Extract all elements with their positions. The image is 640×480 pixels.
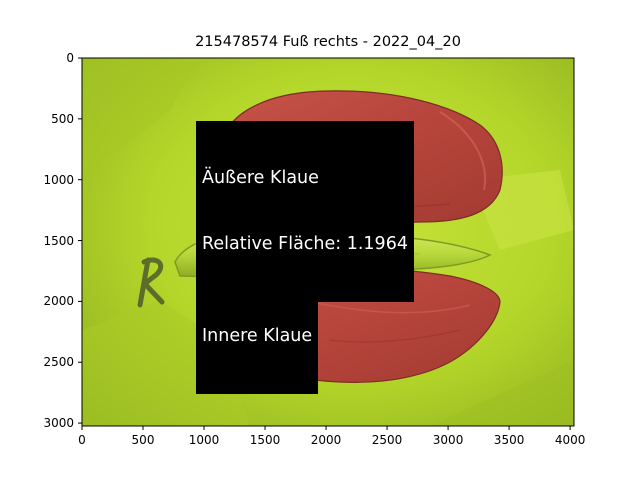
y-tick-label: 1000 bbox=[43, 172, 74, 187]
outer-claw-annotation: Äußere Klaue Relative Fläche: 1.1964 bbox=[196, 121, 414, 302]
inner-claw-annotation: Innere Klaue bbox=[196, 279, 319, 394]
x-tick-label: 3000 bbox=[432, 433, 464, 447]
x-tick-label: 0 bbox=[78, 433, 86, 447]
outer-claw-label: Äußere Klaue bbox=[202, 168, 319, 188]
y-tick-label: 500 bbox=[51, 111, 74, 126]
y-tick-label: 2500 bbox=[43, 355, 74, 370]
axis-ticks bbox=[78, 57, 571, 430]
figure-title: 215478574 Fuß rechts - 2022_04_20 bbox=[195, 34, 461, 50]
x-tick-label: 4000 bbox=[554, 433, 586, 447]
x-tick-label: 1000 bbox=[188, 433, 220, 447]
y-tick-label: 1500 bbox=[43, 233, 74, 248]
axes-frame bbox=[81, 57, 575, 427]
y-tick-label: 0 bbox=[66, 51, 74, 65]
relative-area-label: Relative Fläche: 1.1964 bbox=[202, 234, 408, 254]
x-tick-label: 2500 bbox=[371, 433, 403, 447]
x-tick-label: 500 bbox=[131, 433, 155, 447]
x-tick-label: 1500 bbox=[249, 433, 281, 447]
y-tick-label: 2000 bbox=[43, 294, 74, 309]
handwritten-r-mark bbox=[137, 257, 165, 308]
x-tick-label: 3500 bbox=[493, 433, 525, 447]
y-tick-label: 3000 bbox=[43, 416, 74, 431]
x-tick-label: 2000 bbox=[310, 433, 342, 447]
inner-claw-label: Innere Klaue bbox=[202, 326, 313, 346]
